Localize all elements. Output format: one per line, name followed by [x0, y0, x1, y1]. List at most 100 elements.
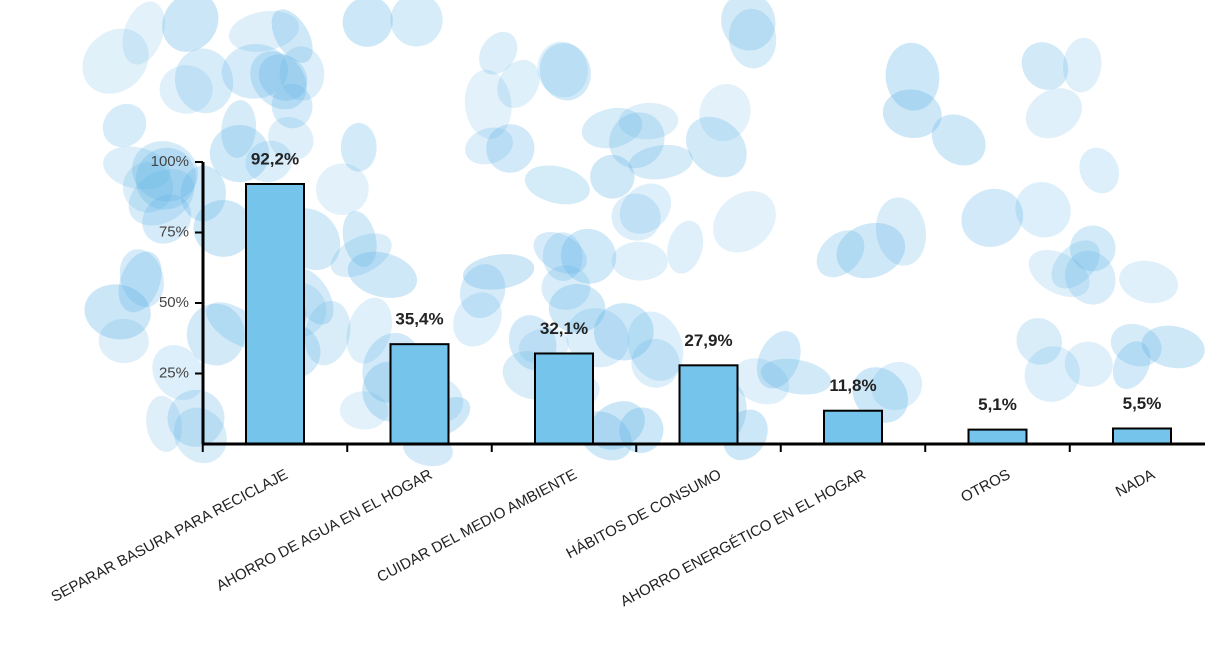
leaf	[122, 1, 165, 65]
leaf	[250, 51, 307, 110]
leaf	[852, 367, 908, 423]
leaf	[464, 69, 512, 139]
leaf	[186, 303, 245, 366]
leaf	[465, 127, 513, 165]
leaf	[699, 84, 751, 142]
leaf	[174, 48, 234, 114]
leaf	[609, 112, 665, 169]
leaf	[453, 292, 502, 347]
bar	[389, 343, 450, 445]
leaf	[103, 146, 171, 190]
leaf	[459, 264, 506, 319]
leaf	[619, 183, 672, 234]
leaf	[1051, 240, 1100, 289]
leaf	[258, 54, 308, 101]
bar	[245, 182, 305, 445]
bar	[967, 428, 1028, 446]
leaf	[1021, 42, 1069, 90]
x-tick-label: HÁBITOS DE CONSUMO	[563, 466, 724, 562]
bar	[823, 409, 883, 445]
leaf	[1110, 323, 1162, 367]
leaf	[611, 241, 668, 281]
x-tick-label: SEPARAR BASURA PARA RECICLAJE	[48, 466, 290, 606]
bar	[1112, 427, 1172, 445]
leaf	[628, 144, 693, 180]
y-tick-label: 50%	[159, 294, 189, 311]
y-tick-label: 75%	[159, 223, 189, 240]
leaf	[162, 0, 219, 52]
leaf	[462, 254, 535, 290]
leaf	[590, 154, 635, 199]
leaf	[135, 147, 197, 210]
leaf	[268, 116, 314, 161]
leaf	[316, 163, 369, 215]
leaf	[631, 338, 680, 388]
leaf	[685, 116, 747, 178]
leaf	[589, 401, 645, 450]
leaf	[146, 395, 183, 452]
leaf	[871, 361, 923, 411]
leaf	[537, 41, 588, 98]
x-tick-label: AHORRO ENERGÉTICO EN EL HOGAR	[618, 466, 869, 610]
leaf	[1069, 225, 1116, 272]
leaf	[713, 190, 776, 253]
leaf	[118, 251, 162, 313]
leaf	[221, 100, 257, 158]
leaf	[193, 199, 253, 257]
leaf	[728, 8, 777, 69]
leaf	[271, 83, 313, 129]
leaf	[1063, 37, 1102, 93]
leaf	[228, 10, 299, 52]
leaf	[167, 389, 225, 447]
leaf	[882, 89, 942, 139]
leaf	[760, 358, 832, 395]
leaf	[132, 141, 199, 202]
x-tick-label: OTROS	[958, 466, 1013, 506]
leaf	[611, 193, 661, 241]
leaf	[304, 300, 351, 366]
leaf	[524, 165, 590, 205]
leaf	[1025, 88, 1082, 139]
leaf	[581, 107, 643, 149]
value-label: 32,1%	[540, 319, 588, 338]
value-label: 92,2%	[251, 149, 299, 168]
y-tick-label: 25%	[159, 364, 189, 381]
value-label: 11,8%	[829, 376, 876, 395]
leaf	[816, 230, 865, 278]
leaf	[340, 122, 377, 172]
leaf	[339, 391, 389, 430]
leaf	[486, 124, 535, 173]
leaf	[1064, 341, 1113, 388]
leaf	[542, 232, 583, 282]
leaf	[173, 407, 227, 464]
leaf	[1016, 317, 1062, 365]
leaf	[885, 42, 940, 111]
leaf	[733, 358, 790, 405]
value-label: 5,1%	[978, 395, 1017, 414]
value-label: 5,5%	[1123, 394, 1162, 413]
leaf-background	[82, 0, 1205, 467]
leaf	[346, 297, 393, 364]
leaf	[560, 228, 617, 284]
x-tick-label: NADA	[1113, 466, 1158, 501]
leaf	[119, 249, 164, 308]
leaf	[122, 162, 174, 213]
leaf	[619, 407, 664, 454]
leaf	[479, 31, 518, 75]
leaf	[756, 331, 801, 389]
leaf	[627, 311, 684, 381]
leaf	[497, 59, 540, 109]
leaf	[342, 0, 393, 47]
leaf	[209, 124, 270, 183]
bar	[678, 364, 739, 445]
leaf	[142, 194, 192, 244]
leaf	[1015, 182, 1071, 238]
leaf	[342, 211, 377, 267]
leaf	[159, 65, 213, 114]
leaf	[82, 28, 149, 94]
leaf	[84, 284, 151, 340]
leaf	[618, 102, 679, 140]
bar	[534, 352, 594, 445]
leaf	[102, 103, 147, 148]
